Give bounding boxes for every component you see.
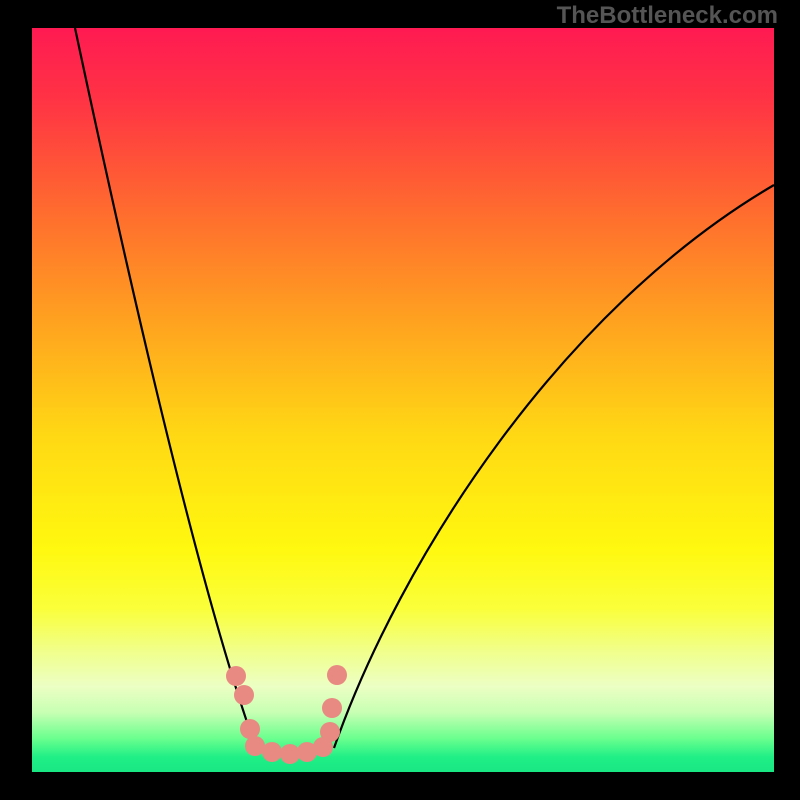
curve-marker	[262, 742, 282, 762]
curve-marker	[226, 666, 246, 686]
curve-marker	[234, 685, 254, 705]
gradient-background	[32, 28, 774, 772]
chart-svg	[0, 0, 800, 800]
curve-marker	[327, 665, 347, 685]
curve-marker	[245, 736, 265, 756]
curve-marker	[320, 722, 340, 742]
curve-marker	[240, 719, 260, 739]
curve-marker	[322, 698, 342, 718]
curve-marker	[280, 744, 300, 764]
